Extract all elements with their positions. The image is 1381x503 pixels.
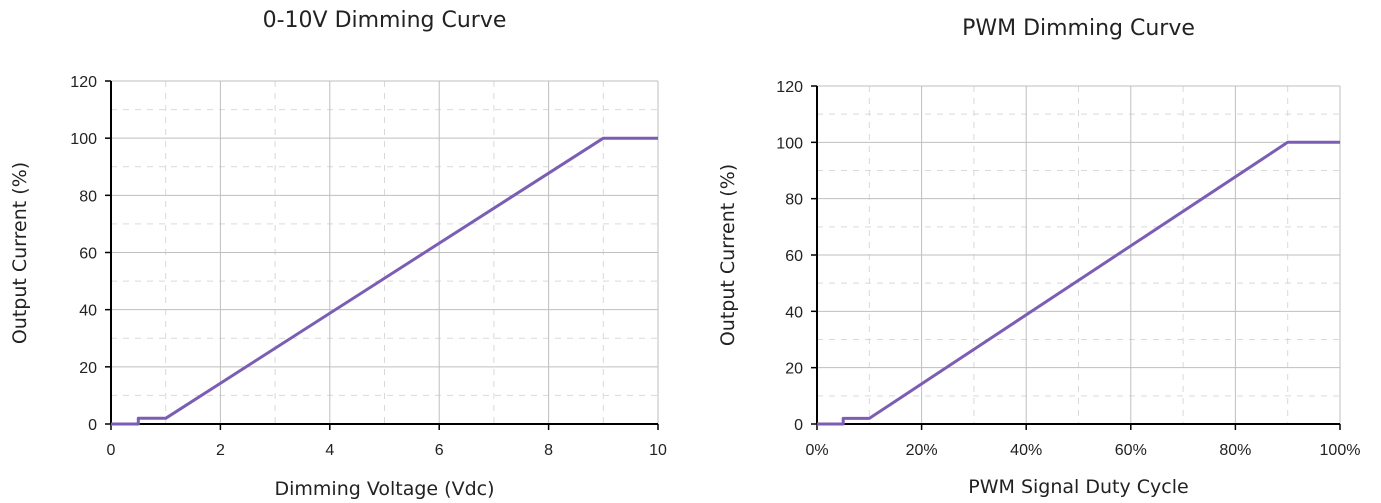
y-tick-label: 80 — [79, 188, 97, 205]
x-axis-label: Dimming Voltage (Vdc) — [274, 478, 495, 500]
x-tick-label: 8 — [544, 442, 553, 459]
y-tick-label: 40 — [79, 303, 97, 320]
x-tick-label: 80% — [1219, 442, 1251, 459]
plot-area: 0 20 40 60 80 100 120 0% 20% 40% 60% 80% 100% — [776, 79, 1361, 459]
chart-pwm-dimming: PWM Dimming Curve 0 20 40 60 80 100 120 0% 20% 40… — [700, 0, 1381, 503]
plot-area: 0 20 40 60 80 100 120 0 2 4 6 8 10 — [70, 74, 667, 459]
y-tick-label: 20 — [79, 360, 97, 377]
y-tick-label: 120 — [776, 79, 803, 96]
y-tick-label: 60 — [785, 248, 803, 265]
x-axis-label: PWM Signal Duty Cycle — [968, 476, 1189, 498]
y-tick-label: 100 — [776, 135, 803, 152]
x-tick-label: 0 — [107, 442, 116, 459]
chart-title: 0-10V Dimming Curve — [262, 8, 507, 33]
y-tick-label: 100 — [70, 131, 97, 148]
y-axis-label: Output Current (%) — [9, 161, 32, 344]
y-tick-label: 20 — [785, 361, 803, 378]
y-tick-label: 0 — [794, 417, 803, 434]
x-tick-label: 60% — [1115, 442, 1147, 459]
x-tick-label: 0% — [805, 442, 828, 459]
y-tick-label: 80 — [785, 192, 803, 209]
chart-0-10v-dimming: 0-10V Dimming Curve 0 20 40 60 80 100 120 0 2 4 6 8… — [0, 0, 690, 503]
x-tick-label: 4 — [325, 442, 334, 459]
x-tick-label: 2 — [216, 442, 225, 459]
y-tick-label: 40 — [785, 304, 803, 321]
x-tick-label: 100% — [1320, 442, 1361, 459]
x-tick-label: 40% — [1010, 442, 1042, 459]
y-tick-label: 0 — [88, 417, 97, 434]
y-tick-label: 60 — [79, 246, 97, 263]
series-line — [111, 136, 658, 426]
x-tick-label: 10 — [649, 442, 667, 459]
y-axis-label: Output Current (%) — [717, 163, 740, 347]
x-tick-label: 6 — [435, 442, 444, 459]
x-tick-label: 20% — [906, 442, 938, 459]
chart-title: PWM Dimming Curve — [962, 16, 1195, 41]
y-tick-label: 120 — [70, 74, 97, 91]
series-line — [817, 140, 1340, 426]
